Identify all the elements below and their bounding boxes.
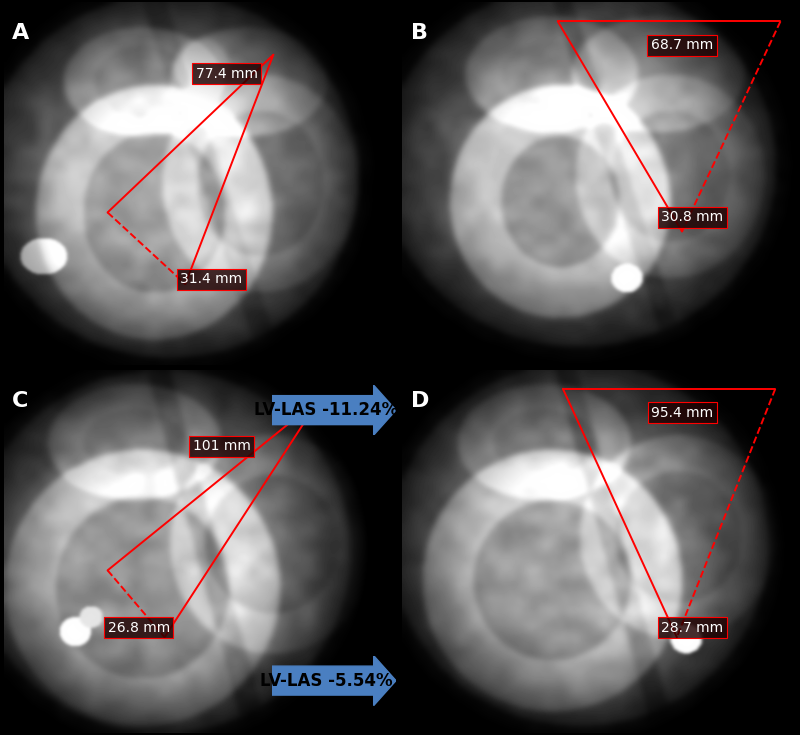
Text: 95.4 mm: 95.4 mm — [651, 406, 713, 420]
Text: 77.4 mm: 77.4 mm — [196, 67, 258, 81]
Text: 68.7 mm: 68.7 mm — [651, 38, 713, 52]
Text: 26.8 mm: 26.8 mm — [107, 620, 170, 635]
Text: 101 mm: 101 mm — [193, 439, 250, 453]
Text: LV-LAS -5.54%: LV-LAS -5.54% — [260, 672, 393, 689]
Text: A: A — [12, 24, 30, 43]
Text: 28.7 mm: 28.7 mm — [662, 620, 723, 635]
Text: D: D — [410, 391, 429, 411]
Text: B: B — [410, 24, 428, 43]
Text: 30.8 mm: 30.8 mm — [662, 210, 723, 224]
Polygon shape — [272, 656, 396, 706]
Text: 31.4 mm: 31.4 mm — [180, 273, 242, 287]
Text: LV-LAS -11.24%: LV-LAS -11.24% — [254, 401, 398, 419]
Polygon shape — [272, 385, 396, 435]
Text: C: C — [12, 391, 29, 411]
